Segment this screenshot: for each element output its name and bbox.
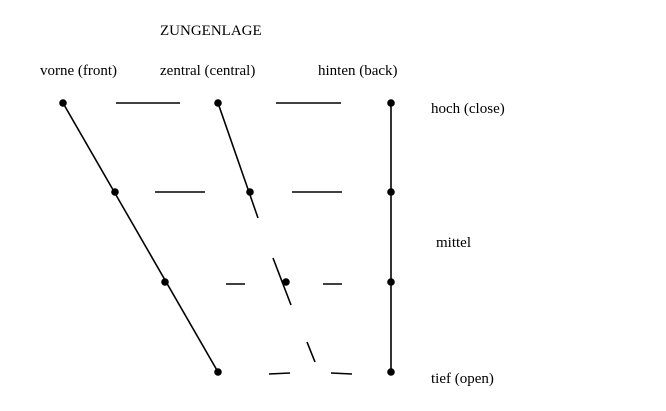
vowel-point-back-open-mid <box>387 278 395 286</box>
vowel-point-front-close <box>59 99 67 107</box>
column-label-back: hinten (back) <box>318 63 398 79</box>
central-line-solid <box>217 102 259 219</box>
vowel-point-front-open <box>214 368 222 376</box>
central-line-dash <box>306 341 316 363</box>
vowel-point-central-close-mid <box>246 188 254 196</box>
vowel-point-back-close <box>387 99 395 107</box>
column-label-front: vorne (front) <box>40 63 118 79</box>
central-line-dash <box>272 257 292 306</box>
row-label-mid: mittel <box>436 235 471 251</box>
vowel-point-back-close-mid <box>387 188 395 196</box>
open-row-dash <box>268 372 291 375</box>
row-label-open: tief (open) <box>431 371 494 387</box>
vowel-point-back-open <box>387 368 395 376</box>
vowel-point-central-close <box>214 99 222 107</box>
vowel-point-central-open-mid <box>282 278 290 286</box>
front-edge-line <box>62 102 219 373</box>
vowel-point-front-close-mid <box>111 188 119 196</box>
row-label-close: hoch (close) <box>431 101 505 117</box>
open-row-dash <box>330 372 353 375</box>
vowel-point-front-open-mid <box>161 278 169 286</box>
column-label-central: zentral (central) <box>160 63 256 79</box>
diagram-title: ZUNGENLAGE <box>160 23 262 39</box>
